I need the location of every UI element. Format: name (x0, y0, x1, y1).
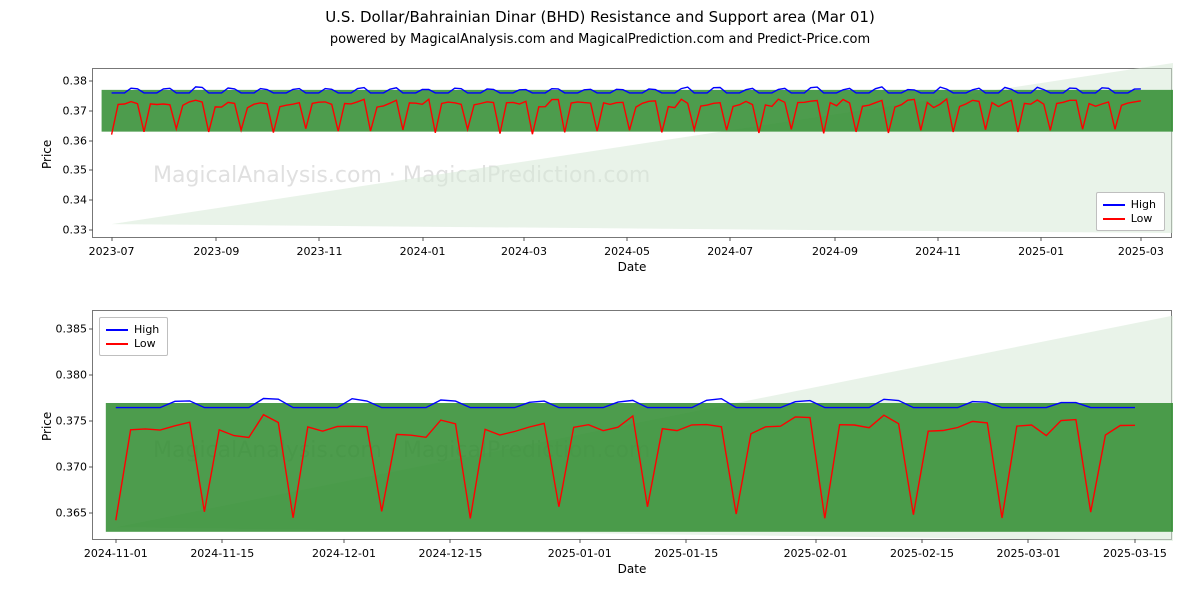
legend-swatch (106, 343, 128, 345)
xtick-label: 2024-12-01 (312, 547, 376, 560)
ylabel-top: Price (40, 140, 54, 169)
xtick-label: 2025-01 (1018, 245, 1064, 258)
ytick-label: 0.365 (47, 507, 87, 520)
ytick-label: 0.370 (47, 461, 87, 474)
plot-top (93, 69, 1173, 239)
xtick-label: 2024-01 (400, 245, 446, 258)
xlabel-top: Date (92, 260, 1172, 274)
legend-label: Low (1131, 212, 1153, 225)
legend-item: High (106, 323, 159, 336)
xtick-label: 2025-03 (1118, 245, 1164, 258)
ylabel-bottom: Price (40, 412, 54, 441)
ytick-label: 0.380 (47, 369, 87, 382)
xtick-label: 2024-12-15 (418, 547, 482, 560)
ytick-label: 0.33 (47, 224, 87, 237)
plot-bottom (93, 311, 1173, 541)
legend-top: HighLow (1096, 192, 1165, 231)
xtick-label: 2025-03-15 (1103, 547, 1167, 560)
xtick-label: 2023-09 (193, 245, 239, 258)
xtick-label: 2024-03 (501, 245, 547, 258)
xtick-label: 2025-03-01 (997, 547, 1061, 560)
xtick-label: 2023-11 (296, 245, 342, 258)
legend-label: Low (134, 337, 156, 350)
xtick-label: 2024-07 (707, 245, 753, 258)
xtick-label: 2024-11-15 (190, 547, 254, 560)
chart-subtitle: powered by MagicalAnalysis.com and Magic… (0, 32, 1200, 47)
xtick-label: 2024-09 (812, 245, 858, 258)
legend-bottom: HighLow (99, 317, 168, 356)
xtick-label: 2024-11 (915, 245, 961, 258)
xtick-label: 2025-01-15 (654, 547, 718, 560)
xtick-label: 2024-05 (604, 245, 650, 258)
legend-item: Low (106, 337, 159, 350)
figure: U.S. Dollar/Bahrainian Dinar (BHD) Resis… (0, 0, 1200, 600)
legend-swatch (106, 329, 128, 331)
xtick-label: 2025-02-15 (890, 547, 954, 560)
ytick-label: 0.37 (47, 104, 87, 117)
ytick-label: 0.38 (47, 74, 87, 87)
legend-item: High (1103, 198, 1156, 211)
legend-label: High (134, 323, 159, 336)
ytick-label: 0.34 (47, 194, 87, 207)
chart-title: U.S. Dollar/Bahrainian Dinar (BHD) Resis… (0, 8, 1200, 26)
axes-bottom: MagicalAnalysis.com · MagicalPrediction.… (92, 310, 1172, 540)
xlabel-bottom: Date (92, 562, 1172, 576)
axes-top: MagicalAnalysis.com · MagicalPrediction.… (92, 68, 1172, 238)
legend-item: Low (1103, 212, 1156, 225)
legend-swatch (1103, 218, 1125, 220)
xtick-label: 2025-01-01 (548, 547, 612, 560)
legend-swatch (1103, 204, 1125, 206)
ytick-label: 0.385 (47, 323, 87, 336)
xtick-label: 2023-07 (89, 245, 135, 258)
xtick-label: 2025-02-01 (784, 547, 848, 560)
xtick-label: 2024-11-01 (84, 547, 148, 560)
legend-label: High (1131, 198, 1156, 211)
